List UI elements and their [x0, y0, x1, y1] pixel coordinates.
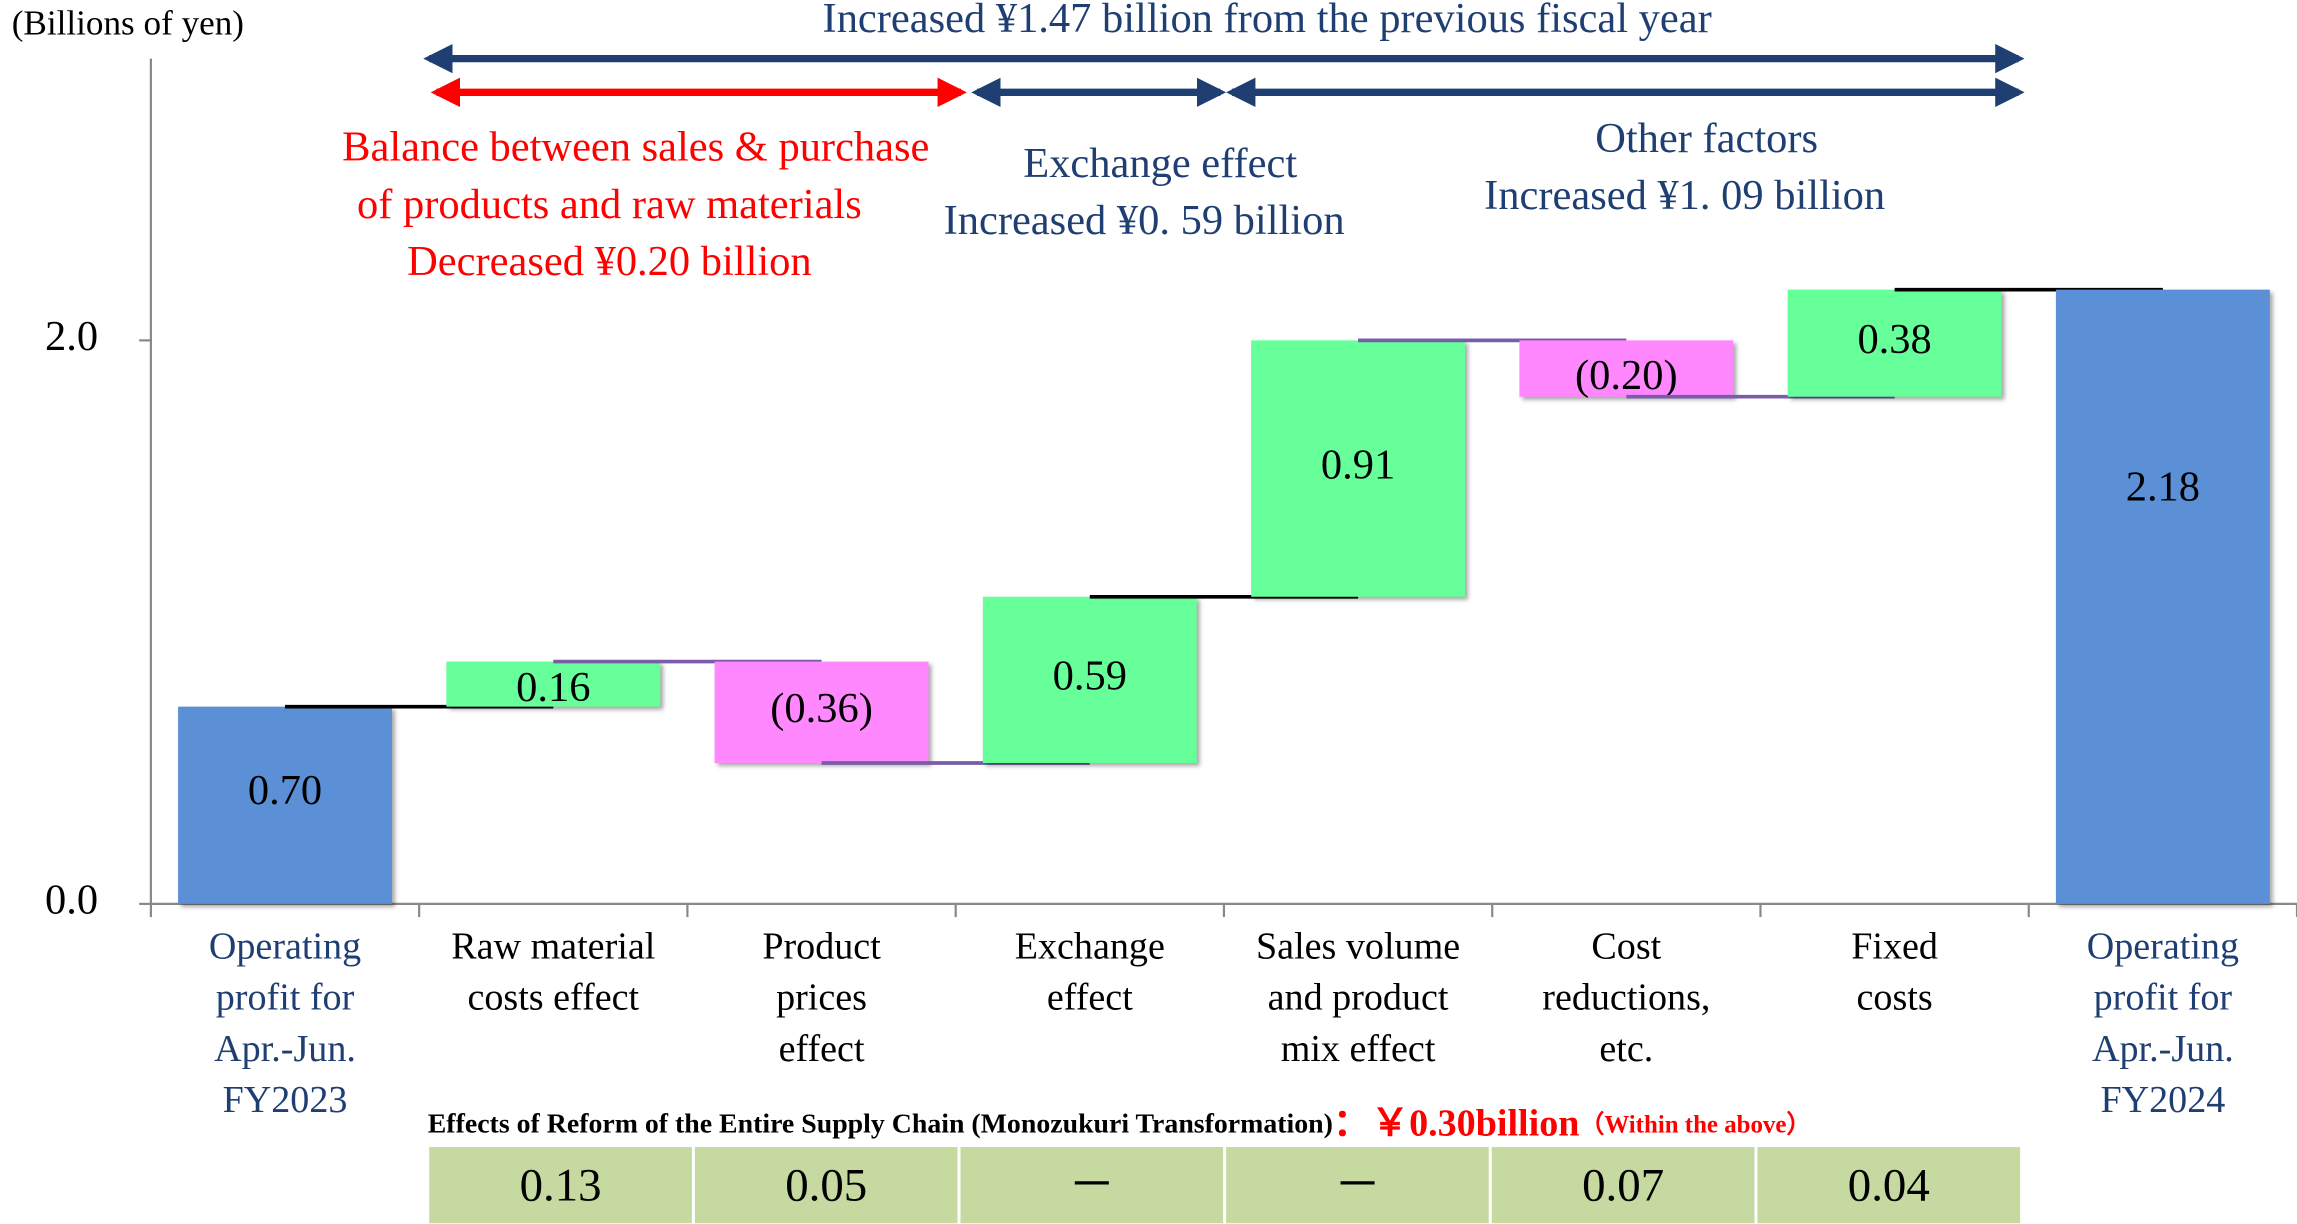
bar [1251, 340, 1466, 597]
table-cell-text: 0.05 [785, 1159, 867, 1211]
x-tick-label: Exchange effect [1015, 925, 1165, 1018]
bar [714, 661, 929, 764]
annotation: of products and raw materials [357, 181, 862, 228]
annotation: Exchange effect [1023, 140, 1297, 187]
x-tick-label: Sales volume and product mix effect [1256, 925, 1460, 1070]
x-tick-label: Cost reductions, etc. [1542, 925, 1710, 1070]
x-tick-label: Operating profit for Apr.-Jun. FY2023 [209, 925, 361, 1121]
table-cell [691, 1144, 961, 1224]
annotation: Balance between sales & purchase [342, 124, 929, 171]
table-cell [1223, 1144, 1492, 1224]
annotation: Decreased ¥0.20 billion [407, 238, 812, 285]
bar [446, 661, 661, 707]
annotation: Increased ¥1.47 billion from the previou… [823, 0, 1712, 42]
table-cell [1754, 1144, 2024, 1224]
y-tick-label: 2.0 [45, 313, 98, 360]
x-tick-label: Product prices effect [762, 925, 881, 1070]
y-tick-label: 0.0 [45, 877, 98, 924]
x-tick-label: Operating profit for Apr.-Jun. FY2024 [2087, 925, 2239, 1121]
value-label: (0.20) [1575, 352, 1678, 399]
bar [1787, 289, 2002, 397]
value-label: 0.38 [1857, 316, 1931, 363]
value-label: 0.59 [1053, 653, 1127, 700]
x-tick-label: Fixed costs [1851, 925, 1938, 1018]
bar [982, 596, 1197, 764]
annotation: Increased ¥0. 59 billion [944, 197, 1345, 244]
value-label: (0.36) [770, 685, 873, 732]
table-cell-text: － [1068, 1159, 1115, 1211]
table-title-part: （Within the above） [1579, 1109, 1811, 1138]
bar [178, 706, 392, 904]
value-label: 0.70 [248, 767, 322, 814]
table-title: Effects of Reform of the Entire Supply C… [428, 1102, 1812, 1144]
bar [2055, 289, 2270, 904]
value-label: 0.16 [516, 664, 590, 711]
unit-label: (Billions of yen) [12, 3, 244, 42]
table-title-part: Effects of Reform of the Entire Supply C… [428, 1109, 1333, 1140]
table-cell-text: 0.07 [1582, 1159, 1664, 1211]
annotation: Other factors [1595, 115, 1818, 162]
annotation: Increased ¥1. 09 billion [1484, 172, 1885, 219]
table-cell-text: 0.13 [520, 1159, 602, 1211]
table-cell [957, 1144, 1227, 1224]
table-title-part: ：￥0.30billion [1333, 1102, 1580, 1144]
value-label: 0.91 [1321, 441, 1395, 488]
value-label: 2.18 [2126, 464, 2200, 511]
table-cell-text: － [1334, 1159, 1381, 1211]
x-tick-label: Raw material costs effect [451, 925, 655, 1018]
bar [1519, 340, 1734, 397]
table-cell [1488, 1144, 1758, 1224]
table-cell-text: 0.04 [1848, 1159, 1930, 1211]
